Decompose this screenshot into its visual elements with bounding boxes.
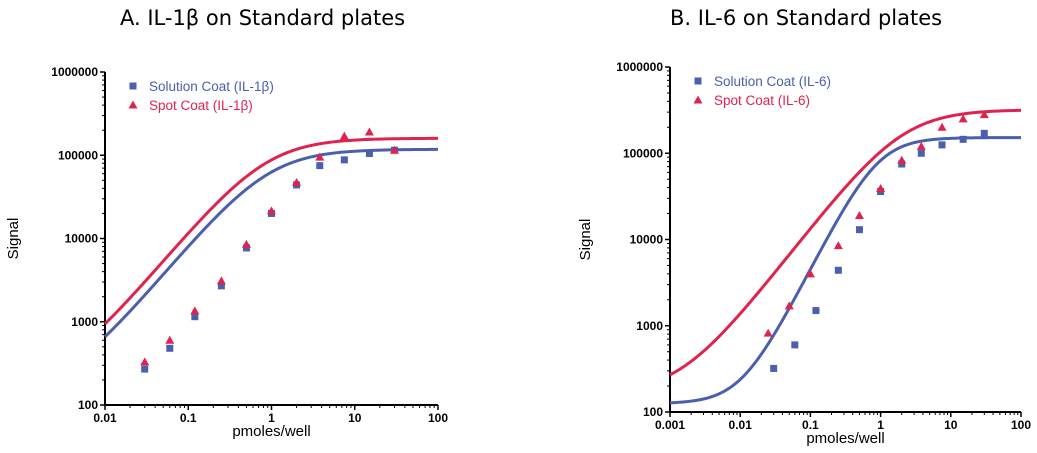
y-tick-label: 1000: [71, 315, 98, 329]
fit-curve-line: [103, 136, 438, 325]
data-point-triangle: [958, 114, 968, 123]
data-point-square: [791, 341, 799, 349]
chart-title: A. IL-1β on Standard plates: [120, 6, 406, 30]
x-tick-label: 10: [348, 411, 362, 425]
data-point-triangle: [190, 306, 200, 315]
data-point-square: [340, 156, 348, 164]
fit-curve-line: [669, 108, 1022, 377]
y-tick-label: 100: [78, 398, 98, 412]
chart-b-svg: 100 1000 10000 100000 1000000 0.001 0.01 0.1 1 10…: [577, 60, 1031, 447]
data-point-triangle: [937, 122, 947, 131]
data-point-triangle: [364, 127, 374, 136]
x-tick-label: 1: [268, 411, 275, 425]
legend-marker-triangle: [128, 100, 138, 109]
data-point-triangle: [979, 110, 989, 119]
fit-curve-line: [669, 136, 1021, 405]
y-tick-label: 1000: [636, 319, 663, 333]
legend-label: Solution Coat (IL-6): [714, 74, 831, 89]
data-point-triangle: [389, 145, 399, 154]
x-axis-label: pmoles/well: [232, 423, 310, 440]
x-tick-label: 0.001: [655, 418, 685, 432]
data-point-triangle: [241, 239, 251, 248]
fit-curve-line: [103, 147, 439, 338]
data-point-square: [834, 266, 842, 274]
y-tick-label: 1000000: [616, 60, 663, 74]
y-tick-label: 10000: [630, 233, 664, 247]
data-point-triangle: [916, 141, 926, 150]
legend-label: Spot Coat (IL-6): [714, 93, 810, 108]
x-tick-label: 100: [428, 411, 448, 425]
data-point-square: [938, 141, 946, 149]
data-point-square: [316, 162, 324, 170]
legend-label: Spot Coat (IL-1β): [149, 98, 253, 113]
legend-marker-square: [129, 82, 137, 90]
data-point-triangle: [897, 155, 907, 164]
chart-title: B. IL-6 on Standard plates: [670, 6, 943, 30]
data-point-triangle: [876, 184, 886, 193]
data-point-square: [242, 244, 250, 252]
data-point-triangle: [339, 131, 349, 140]
y-tick-label: 100000: [58, 148, 98, 162]
legend-marker-triangle: [693, 95, 703, 104]
legend-label: Solution Coat (IL-1β): [149, 79, 274, 94]
data-point-square: [898, 160, 906, 168]
x-tick-label: 100: [1011, 418, 1031, 432]
data-point-square: [770, 364, 778, 372]
data-point-triangle: [763, 328, 773, 337]
y-axis-label: Signal: [577, 219, 594, 261]
x-tick-label: 0.01: [93, 411, 117, 425]
data-point-square: [191, 313, 199, 321]
data-point-square: [812, 307, 820, 315]
y-tick-label: 100: [643, 405, 663, 419]
legend-marker-square: [694, 77, 702, 85]
data-point-triangle: [854, 210, 864, 219]
data-point-square: [959, 135, 967, 143]
x-tick-label: 0.1: [180, 411, 197, 425]
x-axis-label: pmoles/well: [806, 430, 884, 447]
data-point-triangle: [833, 241, 843, 250]
data-point-triangle: [140, 357, 150, 366]
chart-a-svg: 100 1000 10000 100000 1000000 0.01 0.1 1 10 100 pm…: [5, 65, 448, 440]
x-tick-label: 0.1: [802, 418, 819, 432]
x-tick-label: 0.01: [729, 418, 753, 432]
data-point-triangle: [267, 206, 276, 215]
x-tick-label: 1: [877, 418, 884, 432]
data-point-triangle: [216, 276, 226, 285]
data-point-triangle: [165, 335, 175, 344]
data-point-square: [141, 365, 149, 373]
data-point-triangle: [315, 152, 325, 161]
data-point-triangle: [292, 178, 302, 187]
data-point-square: [980, 129, 988, 137]
y-tick-label: 10000: [65, 232, 99, 246]
chart-panel-b: B. IL-6 on Standard plates 100 1000 10000 1…: [560, 0, 1037, 453]
chart-panel-a: A. IL-1β on Standard plates 100 1000 10000…: [0, 0, 460, 453]
data-point-triangle: [805, 269, 815, 278]
data-point-square: [855, 226, 863, 234]
data-point-square: [365, 149, 373, 157]
data-point-square: [917, 149, 925, 157]
y-tick-label: 100000: [623, 146, 663, 160]
y-tick-label: 1000000: [51, 65, 98, 79]
data-point-triangle: [784, 301, 794, 310]
data-point-square: [217, 282, 225, 290]
x-tick-label: 10: [944, 418, 958, 432]
y-axis-label: Signal: [5, 218, 22, 260]
data-point-square: [166, 344, 174, 352]
